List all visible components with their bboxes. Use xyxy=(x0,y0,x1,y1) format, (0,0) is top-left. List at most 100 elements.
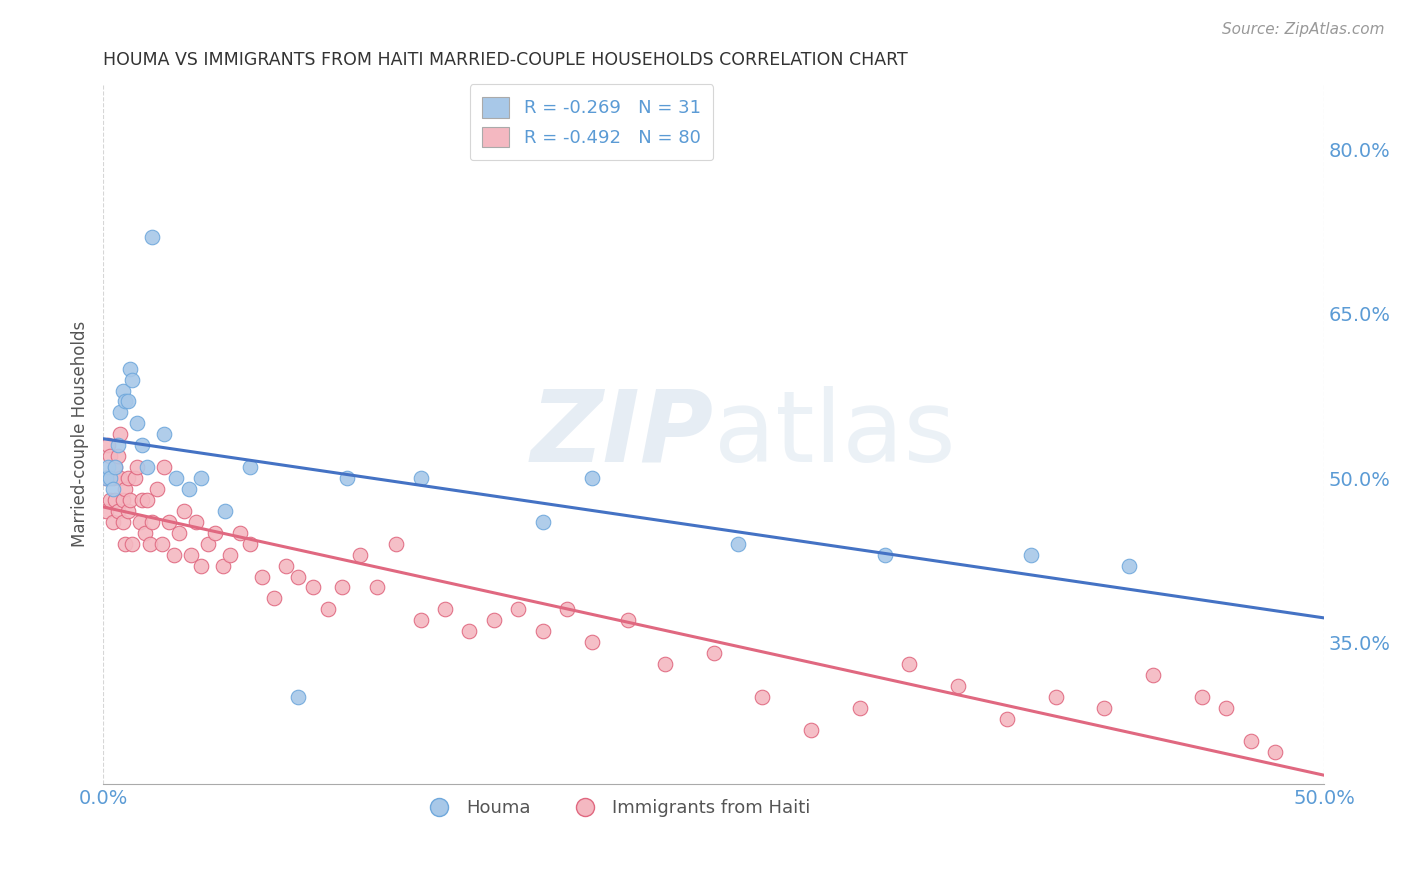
Point xyxy=(94,504,117,518)
Point xyxy=(117,504,139,518)
Point xyxy=(190,558,212,573)
Point xyxy=(1191,690,1213,704)
Point xyxy=(409,471,432,485)
Point xyxy=(458,624,481,639)
Point xyxy=(287,569,309,583)
Point xyxy=(94,471,117,485)
Point xyxy=(111,492,134,507)
Point xyxy=(104,460,127,475)
Point xyxy=(153,427,176,442)
Point xyxy=(157,515,180,529)
Point xyxy=(727,537,749,551)
Point xyxy=(97,471,120,485)
Point xyxy=(150,537,173,551)
Point xyxy=(141,515,163,529)
Point xyxy=(104,460,127,475)
Point xyxy=(703,646,725,660)
Point xyxy=(214,504,236,518)
Point xyxy=(101,471,124,485)
Point xyxy=(94,471,117,485)
Point xyxy=(555,602,578,616)
Y-axis label: Married-couple Households: Married-couple Households xyxy=(72,321,89,548)
Text: atlas: atlas xyxy=(714,385,955,483)
Point xyxy=(751,690,773,704)
Point xyxy=(1118,558,1140,573)
Point xyxy=(131,492,153,507)
Point xyxy=(1092,701,1115,715)
Point xyxy=(229,525,252,540)
Point xyxy=(101,482,124,496)
Point xyxy=(136,460,159,475)
Point xyxy=(111,515,134,529)
Point xyxy=(617,613,640,627)
Point xyxy=(104,492,127,507)
Point xyxy=(127,460,149,475)
Point xyxy=(134,525,156,540)
Point xyxy=(204,525,226,540)
Point xyxy=(1240,733,1263,747)
Point xyxy=(114,394,136,409)
Point xyxy=(349,548,371,562)
Point xyxy=(995,712,1018,726)
Point xyxy=(1215,701,1237,715)
Point xyxy=(101,515,124,529)
Point xyxy=(114,537,136,551)
Point xyxy=(898,657,921,671)
Point xyxy=(153,460,176,475)
Point xyxy=(118,492,141,507)
Point xyxy=(114,482,136,496)
Point xyxy=(287,690,309,704)
Point xyxy=(336,471,359,485)
Point xyxy=(97,438,120,452)
Point xyxy=(219,548,242,562)
Point xyxy=(138,537,160,551)
Point xyxy=(250,569,273,583)
Point xyxy=(316,602,339,616)
Point xyxy=(110,427,132,442)
Point xyxy=(482,613,505,627)
Point xyxy=(197,537,219,551)
Point xyxy=(146,482,169,496)
Point xyxy=(110,405,132,419)
Point xyxy=(211,558,233,573)
Point xyxy=(177,482,200,496)
Point xyxy=(1264,745,1286,759)
Point xyxy=(107,504,129,518)
Point xyxy=(946,679,969,693)
Point xyxy=(136,492,159,507)
Point xyxy=(124,471,146,485)
Point xyxy=(849,701,872,715)
Point xyxy=(180,548,202,562)
Point xyxy=(409,613,432,627)
Point xyxy=(873,548,896,562)
Point xyxy=(239,460,262,475)
Point xyxy=(385,537,408,551)
Point xyxy=(165,471,187,485)
Point xyxy=(531,624,554,639)
Text: ZIP: ZIP xyxy=(530,385,714,483)
Point xyxy=(111,384,134,398)
Point xyxy=(173,504,195,518)
Point xyxy=(121,373,143,387)
Text: HOUMA VS IMMIGRANTS FROM HAITI MARRIED-COUPLE HOUSEHOLDS CORRELATION CHART: HOUMA VS IMMIGRANTS FROM HAITI MARRIED-C… xyxy=(103,51,908,69)
Point xyxy=(302,581,325,595)
Point xyxy=(654,657,676,671)
Point xyxy=(531,515,554,529)
Point xyxy=(167,525,190,540)
Point xyxy=(107,449,129,463)
Legend: Houma, Immigrants from Haiti: Houma, Immigrants from Haiti xyxy=(415,792,818,824)
Point xyxy=(1019,548,1042,562)
Point xyxy=(184,515,207,529)
Point xyxy=(1142,668,1164,682)
Point xyxy=(581,635,603,649)
Point xyxy=(508,602,530,616)
Point xyxy=(163,548,186,562)
Point xyxy=(100,492,122,507)
Point xyxy=(118,361,141,376)
Point xyxy=(434,602,457,616)
Text: Source: ZipAtlas.com: Source: ZipAtlas.com xyxy=(1222,22,1385,37)
Point xyxy=(263,591,285,606)
Point xyxy=(131,438,153,452)
Point xyxy=(141,230,163,244)
Point xyxy=(1045,690,1067,704)
